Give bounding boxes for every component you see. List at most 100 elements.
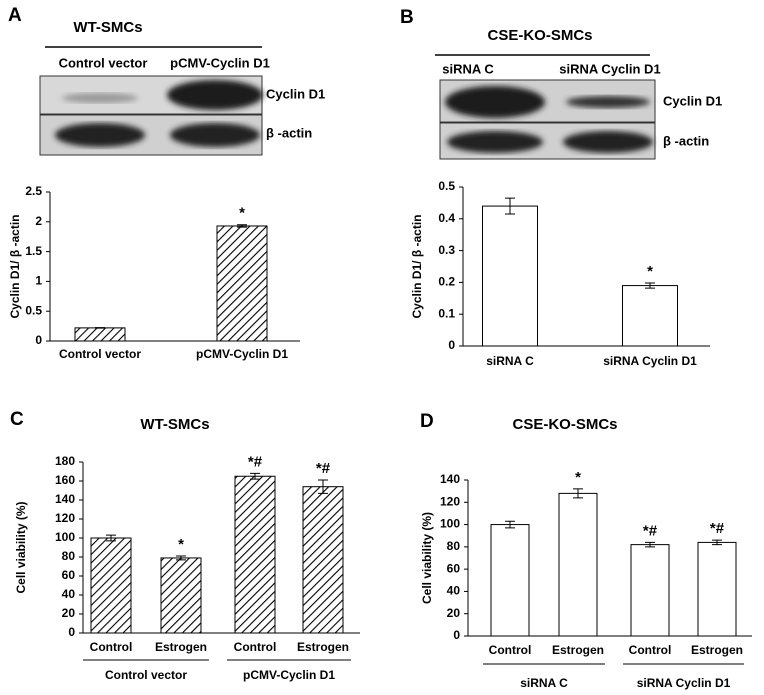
error-bar	[95, 327, 105, 329]
y-tick-label: 1.5	[25, 244, 42, 258]
y-tick-label: 60	[447, 561, 461, 575]
significance-label: *#	[316, 460, 331, 477]
panel-letter: C	[10, 409, 24, 430]
y-tick-label: 1	[35, 274, 42, 288]
error-bar	[250, 472, 260, 480]
band-label: Cyclin D1	[266, 86, 325, 101]
error-bar	[237, 224, 247, 228]
error-bar	[712, 539, 722, 546]
bar	[90, 537, 132, 634]
y-tick-label: 2.5	[25, 184, 42, 198]
bar	[234, 475, 276, 634]
bar	[558, 492, 598, 637]
group-label: siRNA Cyclin D1	[637, 676, 731, 690]
x-tick-label: Estrogen	[155, 640, 207, 654]
error-bar	[505, 520, 515, 529]
y-tick-label: 0.5	[25, 303, 42, 317]
y-tick-label: 160	[55, 473, 75, 487]
bar	[302, 486, 344, 634]
y-tick-label: 0	[453, 628, 460, 642]
group-label: pCMV-Cyclin D1	[243, 668, 335, 682]
x-tick-label: Estrogen	[691, 643, 743, 657]
y-tick-label: 0	[35, 333, 42, 347]
significance-label: *	[178, 536, 184, 553]
bar	[622, 285, 678, 347]
x-tick-label: Control	[489, 643, 532, 657]
blot-image	[39, 75, 263, 156]
error-bar	[318, 479, 328, 494]
significance-label: *#	[248, 453, 263, 470]
lane-label: siRNA Cyclin D1	[559, 61, 660, 76]
error-bar	[505, 197, 515, 215]
y-axis-label: Cyclin D1/ β -actin	[410, 214, 424, 318]
y-tick-label: 80	[62, 549, 76, 563]
group-label: Control vector	[105, 668, 187, 682]
x-tick-label: Control	[629, 643, 672, 657]
bar	[490, 524, 530, 637]
y-axis-label: Cell viability (%)	[14, 501, 28, 593]
bar	[74, 327, 126, 342]
y-tick-label: 0.1	[438, 306, 455, 320]
error-bar	[645, 282, 655, 289]
x-tick-label: siRNA Cyclin D1	[603, 354, 697, 368]
x-tick-label: Control	[90, 640, 133, 654]
y-tick-label: 40	[62, 587, 76, 601]
blot-title: WT-SMCs	[73, 19, 142, 36]
panel-letter: D	[420, 411, 434, 432]
y-axis-label: Cyclin D1/ β -actin	[8, 214, 22, 318]
bar	[216, 225, 268, 342]
chart-title: WT-SMCs	[140, 416, 209, 433]
bar	[482, 205, 538, 347]
x-tick-label: Control vector	[59, 347, 141, 361]
y-tick-label: 2	[35, 214, 42, 228]
y-tick-label: 80	[447, 539, 461, 553]
lane-label: siRNA C	[442, 61, 494, 76]
y-tick-label: 0.3	[438, 243, 455, 257]
y-axis-label: Cell viability (%)	[420, 512, 434, 604]
y-tick-label: 0.2	[438, 275, 455, 289]
y-tick-label: 180	[55, 454, 75, 468]
error-bar	[573, 488, 583, 499]
blot-title: CSE-KO-SMCs	[487, 27, 592, 44]
significance-label: *	[239, 205, 245, 222]
x-tick-label: siRNA C	[486, 354, 534, 368]
y-tick-label: 120	[440, 494, 460, 508]
significance-label: *	[575, 469, 581, 486]
blot-image	[439, 79, 656, 160]
x-tick-label: pCMV-Cyclin D1	[196, 347, 288, 361]
y-tick-label: 140	[440, 472, 460, 486]
y-tick-label: 120	[55, 511, 75, 525]
bar	[697, 541, 737, 637]
band-label: Cyclin D1	[663, 93, 722, 108]
bar	[160, 557, 202, 634]
group-label: siRNA C	[520, 676, 568, 690]
x-tick-label: Estrogen	[552, 643, 604, 657]
lane-label: Control vector	[59, 55, 148, 70]
lane-label: pCMV-Cyclin D1	[170, 55, 270, 70]
y-tick-label: 100	[55, 530, 75, 544]
y-tick-label: 0.5	[438, 179, 455, 193]
significance-label: *#	[643, 522, 658, 539]
y-tick-label: 0	[68, 625, 75, 639]
error-bar	[645, 541, 655, 548]
chart-title: CSE-KO-SMCs	[512, 416, 617, 433]
y-tick-label: 60	[62, 568, 76, 582]
panel-letter: A	[8, 5, 22, 26]
y-tick-label: 0	[448, 338, 455, 352]
y-tick-label: 20	[447, 606, 461, 620]
band-label: β -actin	[266, 125, 312, 140]
panel-letter: B	[400, 7, 414, 28]
y-tick-label: 0.4	[438, 211, 455, 225]
y-tick-label: 40	[447, 584, 461, 598]
significance-label: *#	[710, 520, 725, 537]
band-label: β -actin	[663, 133, 709, 148]
error-bar	[176, 555, 186, 561]
y-tick-label: 140	[55, 492, 75, 506]
y-tick-label: 20	[62, 606, 76, 620]
significance-label: *	[647, 263, 653, 280]
y-tick-label: 100	[440, 517, 460, 531]
x-tick-label: Control	[234, 640, 277, 654]
error-bar	[106, 534, 116, 542]
x-tick-label: Estrogen	[297, 640, 349, 654]
